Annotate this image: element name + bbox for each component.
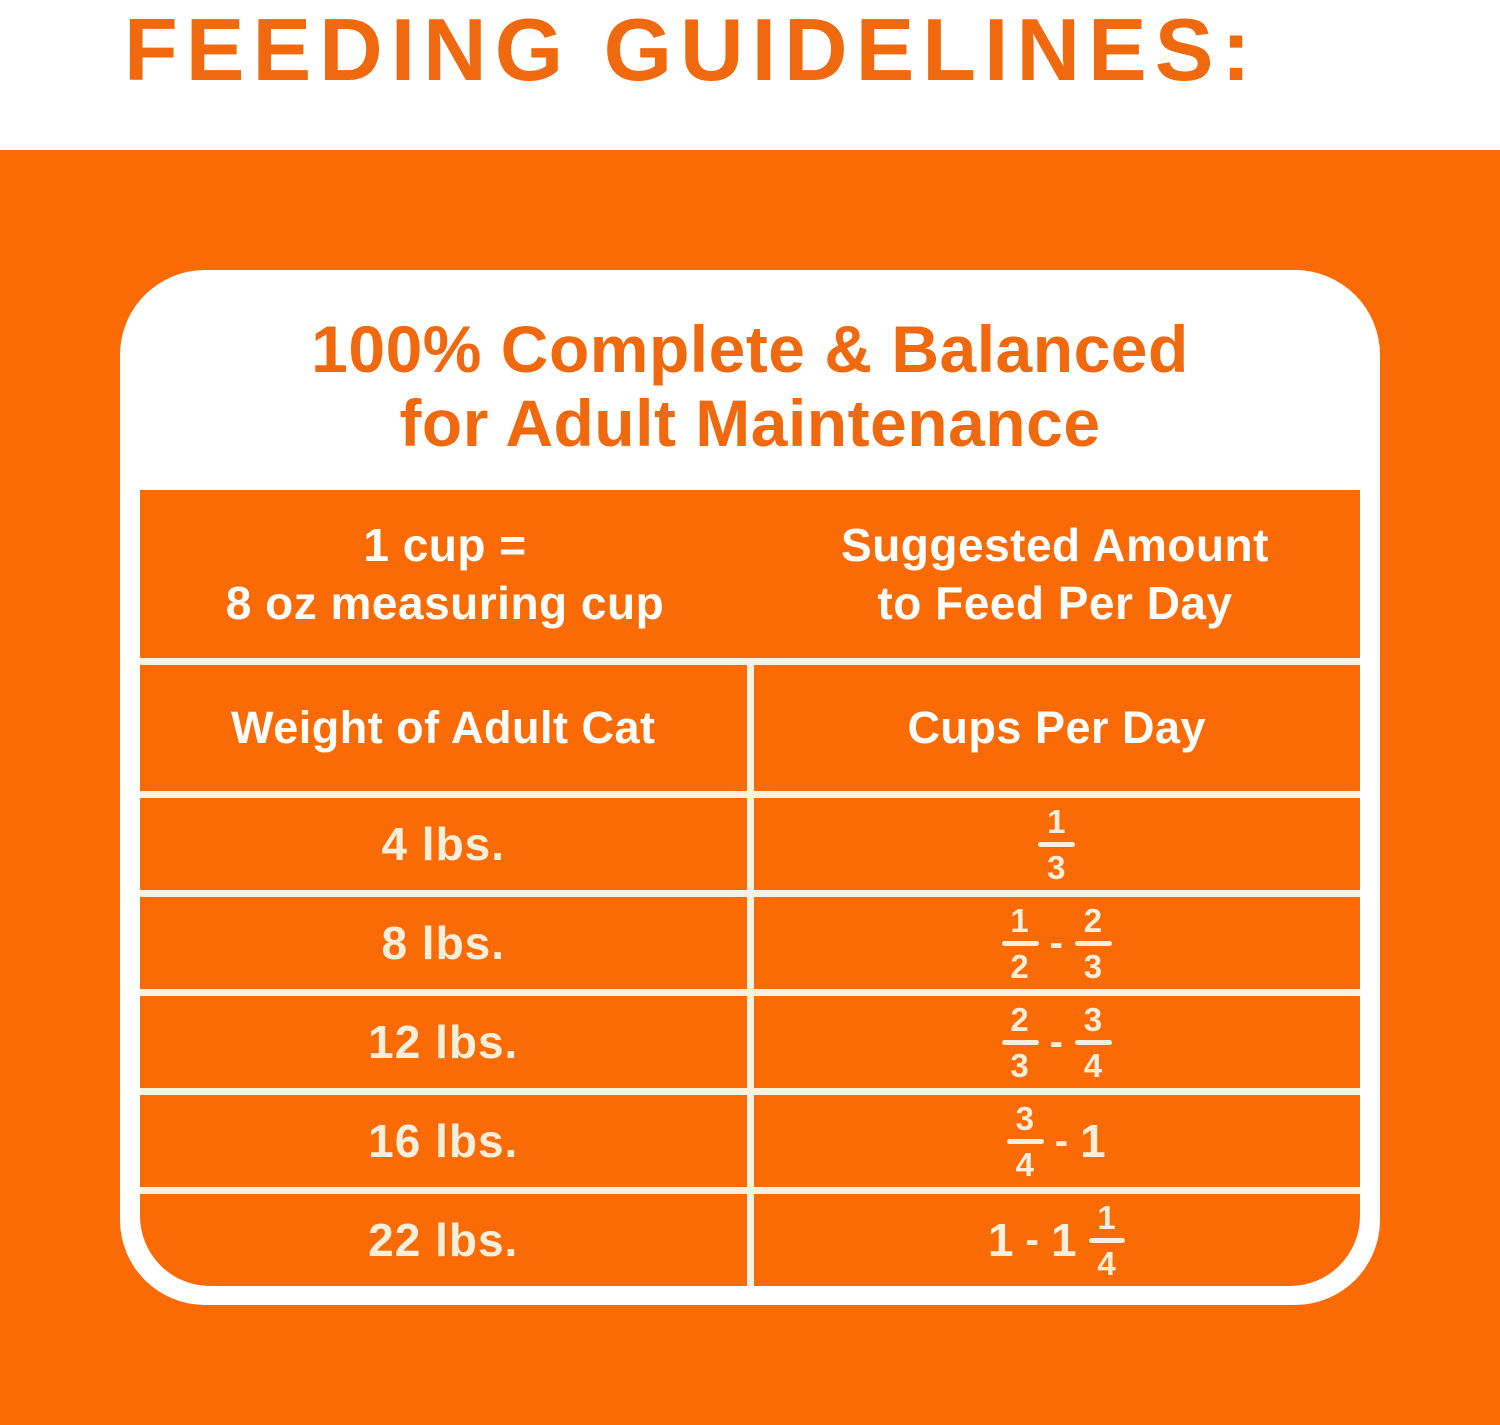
top-band: FEEDING GUIDELINES: — [0, 0, 1500, 150]
header-cup-definition-line2: 8 oz measuring cup — [225, 577, 665, 629]
fraction-numerator: 1 — [1010, 901, 1030, 939]
header-cup-definition-line1: 1 cup = — [363, 518, 527, 571]
fraction-bar — [1001, 1039, 1039, 1045]
table-row: 12 lbs. 2 3-3 4 — [140, 996, 1360, 1088]
header-suggested-amount-line1: Suggested Amount — [841, 518, 1269, 571]
column-header-cups: Cups Per Day — [753, 665, 1360, 791]
weight-cell: 8 lbs. — [140, 897, 747, 989]
table-header-band: 1 cup = 8 oz measuring cup Suggested Amo… — [140, 490, 1360, 658]
header-suggested-amount-line2: to Feed Per Day — [877, 577, 1233, 629]
fraction-numerator: 1 — [1097, 1198, 1117, 1236]
table-row: 4 lbs. 1 3 — [140, 798, 1360, 890]
cups-number: 1 — [988, 1214, 1015, 1266]
fraction-denominator: 4 — [1097, 1244, 1117, 1282]
fraction-bar — [1088, 1237, 1126, 1243]
orange-background: 100% Complete & Balanced for Adult Maint… — [0, 150, 1500, 1425]
fraction-denominator: 4 — [1015, 1145, 1035, 1183]
page-title: FEEDING GUIDELINES: — [124, 0, 1259, 99]
table-row: 16 lbs. 3 4-1 — [140, 1095, 1360, 1187]
card-heading: 100% Complete & Balanced for Adult Maint… — [140, 270, 1360, 490]
fraction-denominator: 4 — [1083, 1046, 1104, 1084]
fraction-numerator: 3 — [1015, 1099, 1035, 1137]
header-cup-definition: 1 cup = 8 oz measuring cup — [140, 516, 750, 633]
fraction-numerator: 1 — [1047, 802, 1067, 840]
header-suggested-amount: Suggested Amount to Feed Per Day — [750, 516, 1360, 633]
weight-cell: 4 lbs. — [140, 798, 747, 890]
fraction-denominator: 2 — [1010, 947, 1030, 985]
guidelines-card: 100% Complete & Balanced for Adult Maint… — [120, 270, 1380, 1305]
column-header-row: Weight of Adult Cat Cups Per Day — [140, 665, 1360, 791]
table-row: 22 lbs. 1-1 1 4 — [140, 1194, 1360, 1286]
fraction-numerator: 2 — [1083, 901, 1104, 939]
fraction-numerator: 2 — [1010, 1000, 1030, 1038]
column-header-weight: Weight of Adult Cat — [140, 665, 747, 791]
range-dash: - — [1025, 1218, 1040, 1262]
weight-cell: 12 lbs. — [140, 996, 747, 1088]
weight-cell: 22 lbs. — [140, 1194, 747, 1286]
fraction-denominator: 3 — [1010, 1046, 1030, 1084]
fraction-bar — [1006, 1138, 1044, 1144]
weight-cell: 16 lbs. — [140, 1095, 747, 1187]
range-dash: - — [1049, 1020, 1064, 1064]
fraction-bar — [1074, 1039, 1112, 1045]
feeding-table: 1 cup = 8 oz measuring cup Suggested Amo… — [140, 490, 1360, 1286]
fraction-denominator: 3 — [1083, 947, 1104, 985]
fraction-bar — [1038, 841, 1076, 847]
cups-number: 1 — [1050, 1214, 1078, 1266]
card-heading-line2: for Adult Maintenance — [399, 386, 1101, 460]
cups-number: 1 — [1080, 1115, 1107, 1167]
fraction-numerator: 3 — [1083, 1000, 1104, 1038]
range-dash: - — [1049, 921, 1064, 965]
fraction-denominator: 3 — [1047, 848, 1067, 886]
fraction-bar — [1074, 940, 1112, 946]
fraction-bar — [1001, 940, 1039, 946]
table-row: 8 lbs. 1 2-2 3 — [140, 897, 1360, 989]
range-dash: - — [1054, 1119, 1070, 1163]
card-heading-line1: 100% Complete & Balanced — [311, 312, 1189, 387]
